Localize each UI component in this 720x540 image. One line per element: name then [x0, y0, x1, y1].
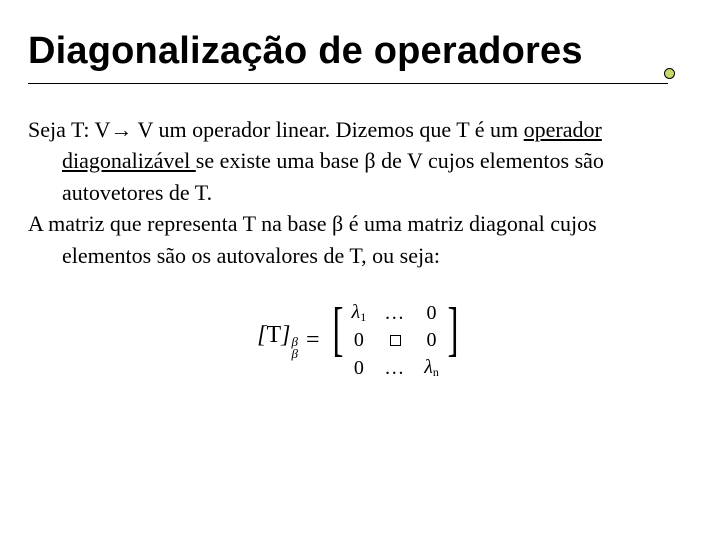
- m-r2c2: [390, 329, 401, 352]
- lhs-close-bracket: ]: [281, 322, 290, 348]
- square-placeholder-icon: [390, 335, 401, 346]
- m-r3c3: λn: [424, 356, 439, 380]
- p1-line1: Seja T: V→ V um operador linear. Dizemos…: [28, 117, 524, 142]
- p2-line2: elementos são os autovalores de T, ou se…: [62, 243, 440, 268]
- lhs-supsub: ββ: [292, 336, 298, 359]
- matrix: [ λ1 … 0 0 0 0 … λn ]: [328, 299, 463, 382]
- lhs-sub: β: [292, 348, 298, 360]
- left-bracket-icon: [: [332, 299, 343, 382]
- m-r3c3-sub: n: [433, 365, 439, 379]
- paragraph-2-end: elementos são os autovalores de T, ou se…: [62, 242, 692, 270]
- formula-lhs: [T]ββ: [257, 322, 298, 359]
- m-r2c3: 0: [427, 329, 437, 352]
- m-r3c1: 0: [354, 357, 364, 380]
- paragraph-2: A matriz que representa T na base β é um…: [28, 210, 692, 238]
- m-r1c2: …: [384, 302, 406, 325]
- p1-line2: se existe uma base β de V cujos elemento…: [196, 148, 604, 173]
- m-r1c1-sub: 1: [360, 310, 366, 324]
- paragraph-1-cont: diagonalizável se existe uma base β de V…: [62, 147, 692, 175]
- p1-line3: autovetores de T.: [62, 180, 212, 205]
- paragraph-1: Seja T: V→ V um operador linear. Dizemos…: [28, 116, 692, 144]
- title-underline: [28, 73, 692, 84]
- matrix-grid: λ1 … 0 0 0 0 … λn: [348, 299, 443, 382]
- formula: [T]ββ = [ λ1 … 0 0 0 0 … λn ]: [257, 299, 463, 382]
- p1-underline-1: operador: [524, 117, 602, 142]
- p2-line1: A matriz que representa T na base β é um…: [28, 211, 597, 236]
- slide: Diagonalização de operadores Seja T: V→ …: [0, 0, 720, 540]
- p1-underline-2: diagonalizável: [62, 148, 196, 173]
- m-r3c2: …: [384, 357, 406, 380]
- body-text: Seja T: V→ V um operador linear. Dizemos…: [28, 116, 692, 270]
- m-r1c1: λ1: [352, 301, 367, 325]
- m-r2c1: 0: [354, 329, 364, 352]
- formula-block: [T]ββ = [ λ1 … 0 0 0 0 … λn ]: [28, 299, 692, 382]
- equals-sign: =: [306, 327, 320, 354]
- bullet-dot-icon: [664, 68, 675, 79]
- title-block: Diagonalização de operadores: [28, 30, 692, 84]
- slide-title: Diagonalização de operadores: [28, 30, 692, 73]
- title-rule: [28, 83, 668, 84]
- m-r1c1-lambda: λ: [352, 301, 361, 323]
- paragraph-1-end: autovetores de T.: [62, 179, 692, 207]
- m-r1c3: 0: [427, 302, 437, 325]
- m-r3c3-lambda: λ: [424, 356, 433, 378]
- lhs-T: T: [266, 322, 281, 348]
- right-bracket-icon: ]: [447, 299, 458, 382]
